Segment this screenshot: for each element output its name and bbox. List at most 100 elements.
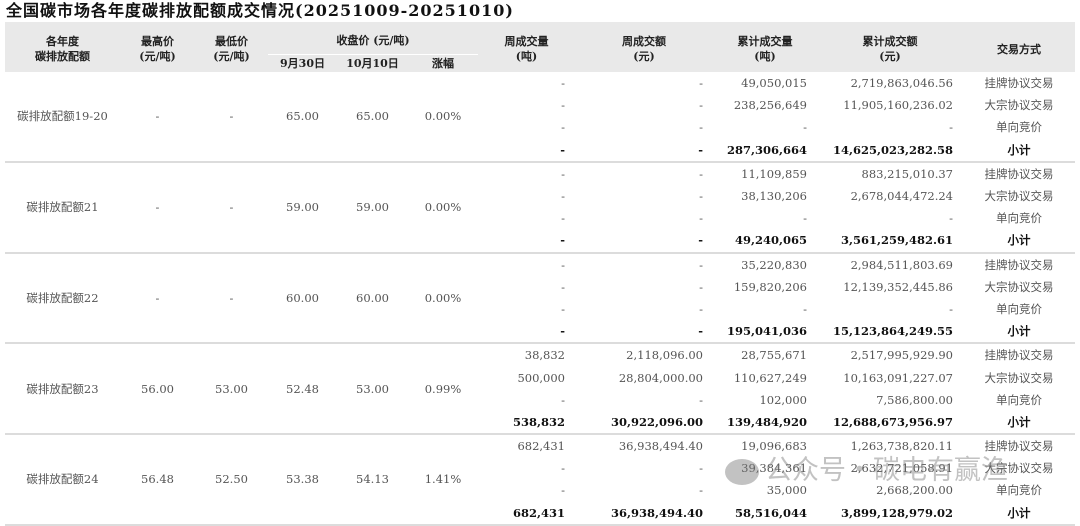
cum-volume: 35,000 (766, 483, 807, 498)
weekly-amount: - (575, 320, 713, 345)
table-row: 碳排放配额23 56.00 53.00 52.48 53.00 0.99% 38,832 2,… (5, 343, 1075, 435)
page-title: 全国碳市场各年度碳排放配额成交情况(20251009-20251010) (6, 1, 514, 20)
change: 0.00% (408, 161, 478, 254)
method: 小计 (963, 410, 1075, 436)
cum-volume: 159,820,206 (733, 279, 807, 294)
weekly-volume: - (561, 279, 565, 294)
close-d1: 53.38 (268, 434, 337, 526)
weekly-volume: - (561, 301, 565, 316)
weekly-volume: - (478, 138, 575, 163)
method: 小计 (963, 320, 1075, 345)
close-d1: 65.00 (268, 72, 337, 163)
weekly-amount: - (699, 120, 703, 135)
cum-amount: 2,678,044,472.24 (850, 189, 953, 204)
weekly-amount: 28,804,000.00 (618, 370, 703, 385)
method: 大宗协议交易 (984, 98, 1054, 113)
cum-amount: 10,163,091,227.07 (843, 370, 953, 385)
header-close-d2: 10月10日 (337, 54, 408, 72)
high-price: - (120, 161, 195, 254)
weekly-amount: - (699, 76, 703, 91)
weekly-amount: - (699, 483, 703, 498)
table-row: 碳排放配额21- -59.00 59.00 0.00% - -11,109,859 883,… (5, 161, 1075, 254)
table-row: 碳排放配额24 56.48 52.50 53.38 54.13 1.41% 682,431 3… (5, 434, 1075, 526)
weekly-volume: - (478, 229, 575, 254)
weekly-volume: - (561, 189, 565, 204)
wechat-icon (725, 458, 759, 485)
weekly-volume: 538,832 (478, 410, 575, 436)
subtotal-row: - -195,041,036 15,123,864,249.55 小计 (5, 320, 1075, 345)
weekly-volume: - (561, 211, 565, 226)
header-cum-amount: 累计成交额 (元) (817, 22, 963, 72)
close-d2: 53.00 (337, 343, 408, 435)
method: 挂牌协议交易 (984, 166, 1054, 181)
cum-volume: - (803, 211, 807, 226)
change: 1.41% (408, 434, 478, 526)
cum-amount: 2,632,721,058.91 (850, 461, 953, 476)
table-row: - - - - 单向竞价 (5, 298, 1075, 320)
weekly-amount: - (699, 166, 703, 181)
cum-amount: - (949, 301, 953, 316)
cum-amount: - (949, 120, 953, 135)
cum-volume: 38,130,206 (741, 189, 807, 204)
header-close: 收盘价 (元/吨) (268, 22, 478, 55)
table-row: - - 159,820,206 12,139,352,445.86 大宗协议交易 (5, 276, 1075, 298)
close-d1: 59.00 (268, 161, 337, 254)
weekly-amount: 36,938,494.40 (618, 439, 703, 454)
cum-amount: 15,123,864,249.55 (817, 320, 963, 345)
cum-volume: 35,220,830 (741, 257, 807, 272)
method: 小计 (963, 501, 1075, 526)
method: 大宗协议交易 (984, 189, 1054, 204)
weekly-volume: 38,832 (524, 348, 565, 363)
weekly-volume: - (561, 483, 565, 498)
cum-volume: 28,755,671 (741, 348, 807, 363)
weekly-volume: - (561, 257, 565, 272)
cum-volume: 287,306,664 (713, 138, 817, 163)
cum-volume: 19,096,683 (741, 439, 807, 454)
cum-amount: 2,719,863,046.56 (850, 76, 953, 91)
cum-volume: 195,041,036 (713, 320, 817, 345)
weekly-amount: - (699, 279, 703, 294)
weekly-amount: 36,938,494.40 (575, 501, 713, 526)
close-d1: 52.48 (268, 343, 337, 435)
cum-amount: 2,517,995,929.90 (850, 348, 953, 363)
cum-volume: 102,000 (759, 392, 807, 407)
weekly-amount: - (699, 392, 703, 407)
weekly-amount: - (699, 211, 703, 226)
weekly-amount: - (575, 138, 713, 163)
cum-volume: - (803, 120, 807, 135)
method: 挂牌协议交易 (984, 439, 1054, 454)
method: 单向竞价 (996, 392, 1042, 407)
method: 单向竞价 (996, 483, 1042, 498)
table-row: - - - - 单向竞价 (5, 116, 1075, 138)
method: 大宗协议交易 (984, 279, 1054, 294)
weekly-volume: - (561, 120, 565, 135)
method: 挂牌协议交易 (984, 76, 1054, 91)
cum-volume: 11,109,859 (741, 166, 807, 181)
cum-volume: 139,484,920 (713, 410, 817, 436)
high-price: - (120, 72, 195, 163)
table-row: 500,000 28,804,000.00 110,627,249 10,163,09… (5, 366, 1075, 388)
low-price: 52.50 (195, 434, 268, 526)
weekly-amount: - (699, 461, 703, 476)
carbon-allowance-table: 各年度 碳排放配额 最高价 (元/吨) 最低价 (元/吨) 收盘价 (元/吨) 周成交… (5, 22, 1075, 526)
header-change: 涨幅 (408, 54, 478, 72)
change: 0.00% (408, 72, 478, 163)
cum-amount: 1,263,738,820.11 (850, 439, 953, 454)
method: 挂牌协议交易 (984, 257, 1054, 272)
method: 大宗协议交易 (984, 461, 1054, 476)
cum-volume: 58,516,044 (713, 501, 817, 526)
cum-volume: 39,384,361 (741, 461, 807, 476)
close-d1: 60.00 (268, 252, 337, 345)
allowance-name: 碳排放配额22 (5, 252, 120, 345)
cum-amount: 883,215,010.37 (861, 166, 953, 181)
cum-amount: 11,905,160,236.02 (843, 98, 953, 113)
table-row: - - 35,000 2,668,200.00 单向竞价 (5, 479, 1075, 501)
weekly-amount: 30,922,096.00 (575, 410, 713, 436)
subtotal-row: 538,832 30,922,096.00 139,484,920 12,688,67… (5, 410, 1075, 436)
watermark: 公众号・碳电有赢渔 (725, 448, 1008, 487)
subtotal-row: - -287,306,664 14,625,023,282.58 小计 (5, 138, 1075, 163)
table-row: - - 38,130,206 2,678,044,472.24 大宗协议交易 (5, 185, 1075, 207)
close-d2: 60.00 (337, 252, 408, 345)
high-price: 56.48 (120, 434, 195, 526)
low-price: - (195, 252, 268, 345)
